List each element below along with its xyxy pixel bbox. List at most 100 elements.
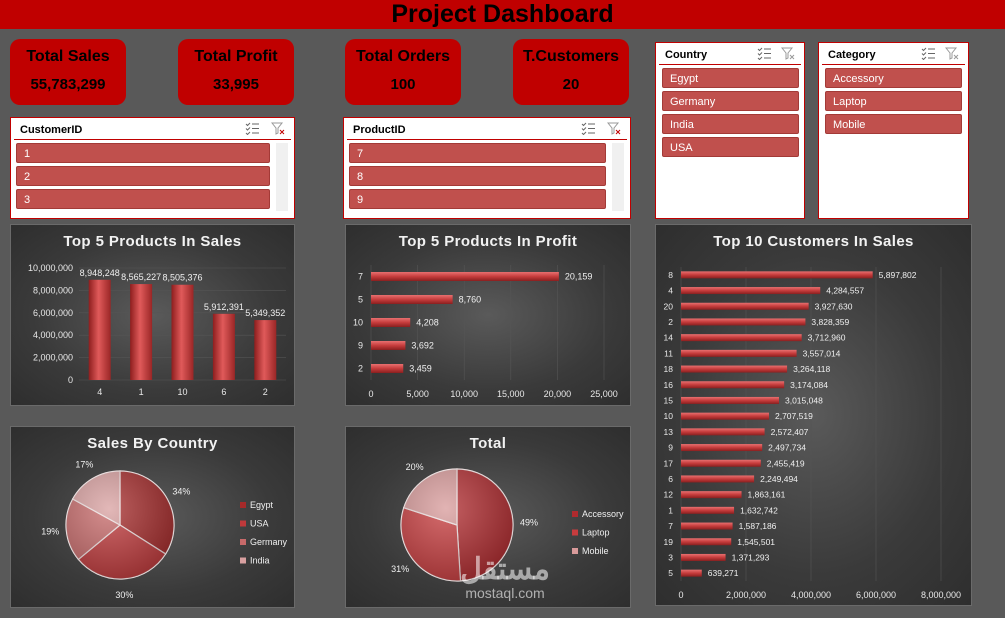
x-tick-label: 25,000 xyxy=(590,389,618,399)
legend-label: Accessory xyxy=(582,509,624,519)
slicer-title: CustomerID xyxy=(20,124,83,136)
bar-value-label: 2,497,734 xyxy=(768,443,806,453)
y-tick-label: 9 xyxy=(668,443,673,453)
x-tick-label: 2,000,000 xyxy=(726,590,766,600)
bar-value-label: 3,264,118 xyxy=(793,364,830,374)
x-tick-label: 15,000 xyxy=(497,389,525,399)
bar xyxy=(681,569,702,577)
legend-swatch xyxy=(240,539,246,545)
slicer-item[interactable]: 7 xyxy=(349,143,606,163)
x-tick-label: 5,000 xyxy=(406,389,429,399)
y-tick-label: 18 xyxy=(664,364,674,374)
bar xyxy=(371,295,453,304)
y-tick-label: 6,000,000 xyxy=(33,308,73,318)
kpi-label: Total Sales xyxy=(26,48,110,65)
slicer-item[interactable]: India xyxy=(662,114,799,134)
slicer-item[interactable]: Mobile xyxy=(825,114,962,134)
legend-label: India xyxy=(250,556,270,566)
slicer-item[interactable]: 2 xyxy=(16,166,270,186)
y-tick-label: 16 xyxy=(664,380,674,390)
y-tick-label: 10 xyxy=(353,318,363,328)
slicer-product: ProductID 7 8 9 xyxy=(343,117,631,219)
clear-filter-icon[interactable] xyxy=(945,47,959,60)
kpi-total-customers: T.Customers 20 xyxy=(513,39,629,105)
bar xyxy=(681,538,732,546)
bar xyxy=(681,271,873,279)
pie-value-label: 19% xyxy=(41,527,59,537)
bar xyxy=(88,279,111,380)
chart-title: Top 10 Customers In Sales xyxy=(713,233,914,250)
slicer-item[interactable]: 3 xyxy=(16,189,270,209)
bar-value-label: 3,927,630 xyxy=(815,301,853,311)
slicer-customer: CustomerID 1 2 3 xyxy=(10,117,295,219)
bar xyxy=(254,320,277,380)
legend-swatch xyxy=(240,557,246,564)
chart-top-customers-sales: Top 10 Customers In Sales 0 2,000,000 4,00… xyxy=(655,224,972,606)
multi-select-icon[interactable] xyxy=(921,47,935,60)
x-tick-label: 1 xyxy=(139,387,144,397)
multi-select-icon[interactable] xyxy=(581,122,595,135)
bar xyxy=(681,287,821,295)
bar-value-label: 1,545,501 xyxy=(737,537,775,547)
pie-value-label: 20% xyxy=(406,462,424,472)
slicer-scrollbar[interactable] xyxy=(276,143,288,211)
x-tick-label: 2 xyxy=(263,387,268,397)
slicer-item[interactable]: USA xyxy=(662,137,799,157)
legend-label: Laptop xyxy=(582,528,610,538)
slicer-scrollbar[interactable] xyxy=(612,143,624,211)
bar xyxy=(681,553,726,561)
slicer-category: Category Accessory Laptop Mobile xyxy=(818,42,969,219)
bar-value-label: 8,505,376 xyxy=(162,273,202,283)
pie-value-label: 31% xyxy=(391,564,409,574)
bar xyxy=(681,522,733,530)
slicer-item[interactable]: 1 xyxy=(16,143,270,163)
bar xyxy=(371,272,559,281)
slicer-item[interactable]: Egypt xyxy=(662,68,799,88)
dashboard-title: Project Dashboard xyxy=(0,0,1005,29)
slicer-item[interactable]: Germany xyxy=(662,91,799,111)
bar-value-label: 1,371,293 xyxy=(732,552,770,562)
y-tick-label: 5 xyxy=(358,295,363,305)
slicer-header: Country xyxy=(659,43,801,65)
slicer-title: ProductID xyxy=(353,124,406,136)
watermark-latin: mostaql.com xyxy=(465,585,545,601)
bar xyxy=(681,428,765,436)
chart-top-products-profit: Top 5 Products In Profit 0 5,000 10,000 15,… xyxy=(345,224,631,406)
clear-filter-icon[interactable] xyxy=(607,122,621,135)
kpi-total-sales: Total Sales 55,783,299 xyxy=(10,39,126,105)
slicer-item[interactable]: Laptop xyxy=(825,91,962,111)
x-tick-label: 4,000,000 xyxy=(791,590,831,600)
bar-value-label: 3,692 xyxy=(411,341,434,351)
clear-filter-icon[interactable] xyxy=(271,122,285,135)
y-tick-label: 15 xyxy=(664,395,674,405)
slicer-item[interactable]: 8 xyxy=(349,166,606,186)
kpi-label: T.Customers xyxy=(522,48,620,65)
pie-value-label: 30% xyxy=(115,590,133,600)
y-tick-label: 10 xyxy=(664,411,674,421)
y-tick-label: 2 xyxy=(668,317,673,327)
kpi-value: 20 xyxy=(562,76,580,93)
bar xyxy=(681,491,742,499)
y-tick-label: 19 xyxy=(664,537,674,547)
kpi-value: 100 xyxy=(390,76,416,93)
slicer-item[interactable]: 9 xyxy=(349,189,606,209)
bar xyxy=(681,412,769,420)
bar xyxy=(681,475,755,483)
bar xyxy=(130,284,153,380)
bar-value-label: 1,863,161 xyxy=(748,490,786,500)
multi-select-icon[interactable] xyxy=(757,47,771,60)
slicer-header: Category xyxy=(822,43,965,65)
slicer-country: Country Egypt Germany India USA xyxy=(655,42,805,219)
bar-value-label: 1,587,186 xyxy=(739,521,777,531)
slicer-header: ProductID xyxy=(347,118,627,140)
slicer-item[interactable]: Accessory xyxy=(825,68,962,88)
y-tick-label: 7 xyxy=(358,272,363,282)
bar-value-label: 3,557,014 xyxy=(803,348,841,358)
chart-title: Sales By Country xyxy=(87,435,218,452)
pie-value-label: 34% xyxy=(172,486,190,496)
legend-swatch xyxy=(572,529,578,536)
multi-select-icon[interactable] xyxy=(245,122,259,135)
kpi-value: 55,783,299 xyxy=(30,76,106,93)
clear-filter-icon[interactable] xyxy=(781,47,795,60)
bar-value-label: 639,271 xyxy=(708,568,739,578)
